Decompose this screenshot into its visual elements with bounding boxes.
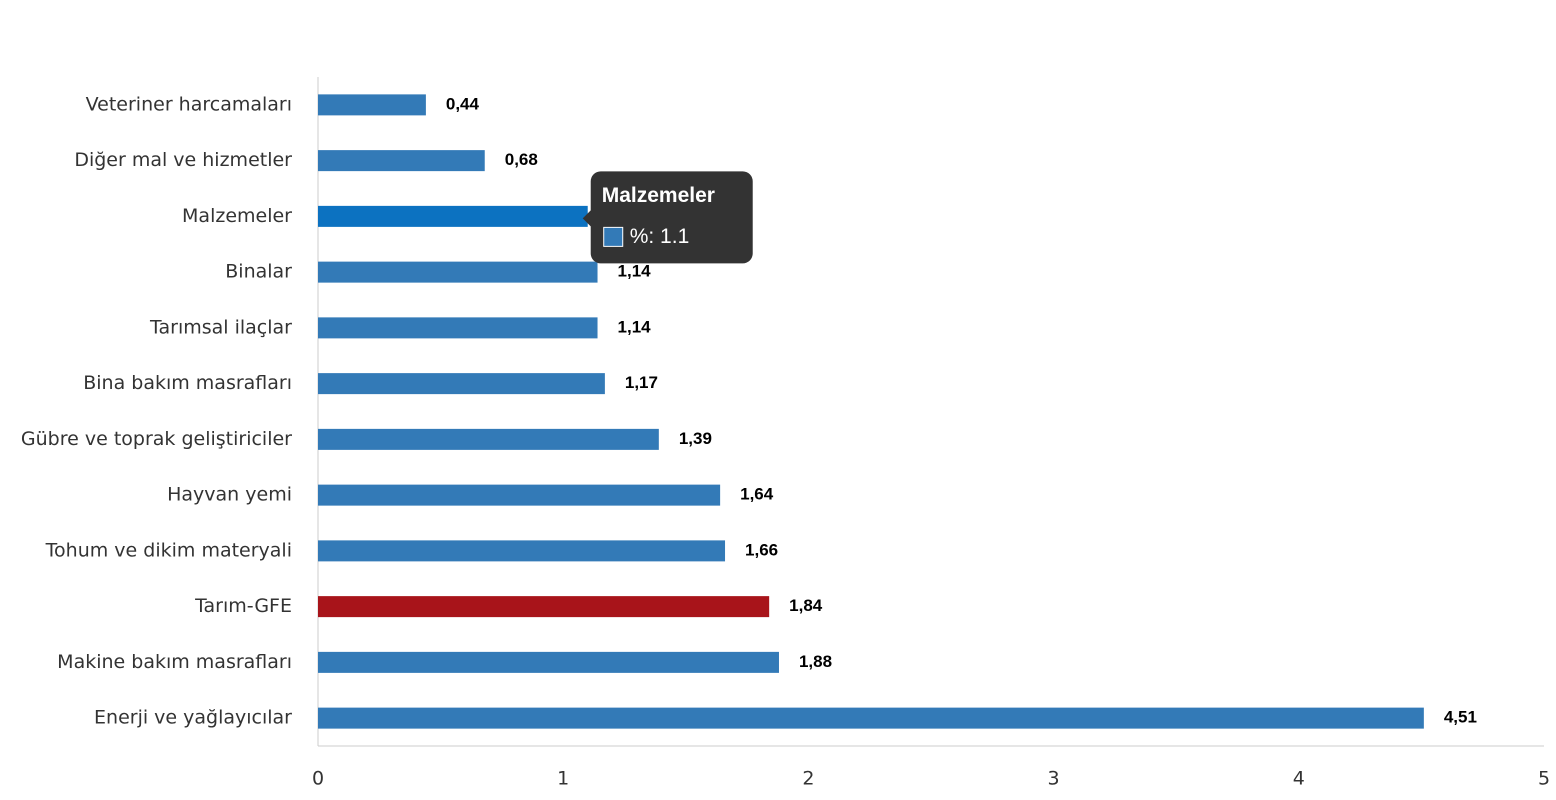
bar (318, 373, 605, 395)
value-label: 1,14 (618, 262, 652, 281)
value-label: 1,66 (745, 540, 778, 559)
value-label: 0,68 (505, 150, 538, 169)
category-label: Makine bakım masrafları (57, 651, 292, 673)
x-tick-label: 4 (1293, 768, 1305, 790)
x-tick-label: 5 (1538, 768, 1550, 790)
category-label: Enerji ve yağlayıcılar (94, 707, 292, 729)
bar (318, 707, 1424, 729)
tooltip-text: %: 1.1 (630, 225, 690, 248)
value-label: 4,51 (1444, 708, 1477, 727)
bar (318, 540, 726, 562)
bar (318, 317, 598, 339)
bar (318, 150, 485, 172)
tooltip-swatch (603, 226, 624, 247)
category-label: Tohum ve dikim materyali (45, 539, 292, 561)
bar (318, 94, 426, 116)
x-tick-label: 0 (312, 768, 324, 790)
tooltip-title: Malzemeler (602, 184, 715, 207)
category-label: Tarım-GFE (194, 595, 292, 617)
bar (318, 428, 659, 450)
value-label: 0,44 (446, 94, 480, 113)
category-label: Diğer mal ve hizmetler (74, 149, 292, 171)
value-label: 1,88 (799, 652, 832, 671)
bar (318, 484, 721, 506)
x-tick-label: 1 (557, 768, 569, 790)
x-tick-label: 2 (802, 768, 814, 790)
category-label: Binalar (225, 261, 292, 283)
category-label: Tarımsal ilaçlar (149, 316, 292, 338)
value-label: 1,39 (679, 429, 712, 448)
bar (318, 596, 770, 618)
bar (318, 205, 588, 227)
bar (318, 261, 598, 283)
category-label: Bina bakım masrafları (83, 372, 292, 394)
category-label: Veteriner harcamaları (86, 93, 292, 115)
tooltip-box (582, 171, 753, 264)
value-label: 1,84 (789, 596, 823, 615)
category-label: Hayvan yemi (167, 484, 292, 506)
bar (318, 651, 779, 673)
category-label: Malzemeler (182, 205, 292, 227)
tooltip: Malzemeler %: 1.1 (582, 171, 753, 264)
value-label: 1,64 (740, 485, 774, 504)
value-label: 1,14 (618, 317, 652, 336)
x-tick-label: 3 (1048, 768, 1060, 790)
value-label: 1,17 (625, 373, 658, 392)
category-label: Gübre ve toprak geliştiriciler (21, 428, 292, 450)
